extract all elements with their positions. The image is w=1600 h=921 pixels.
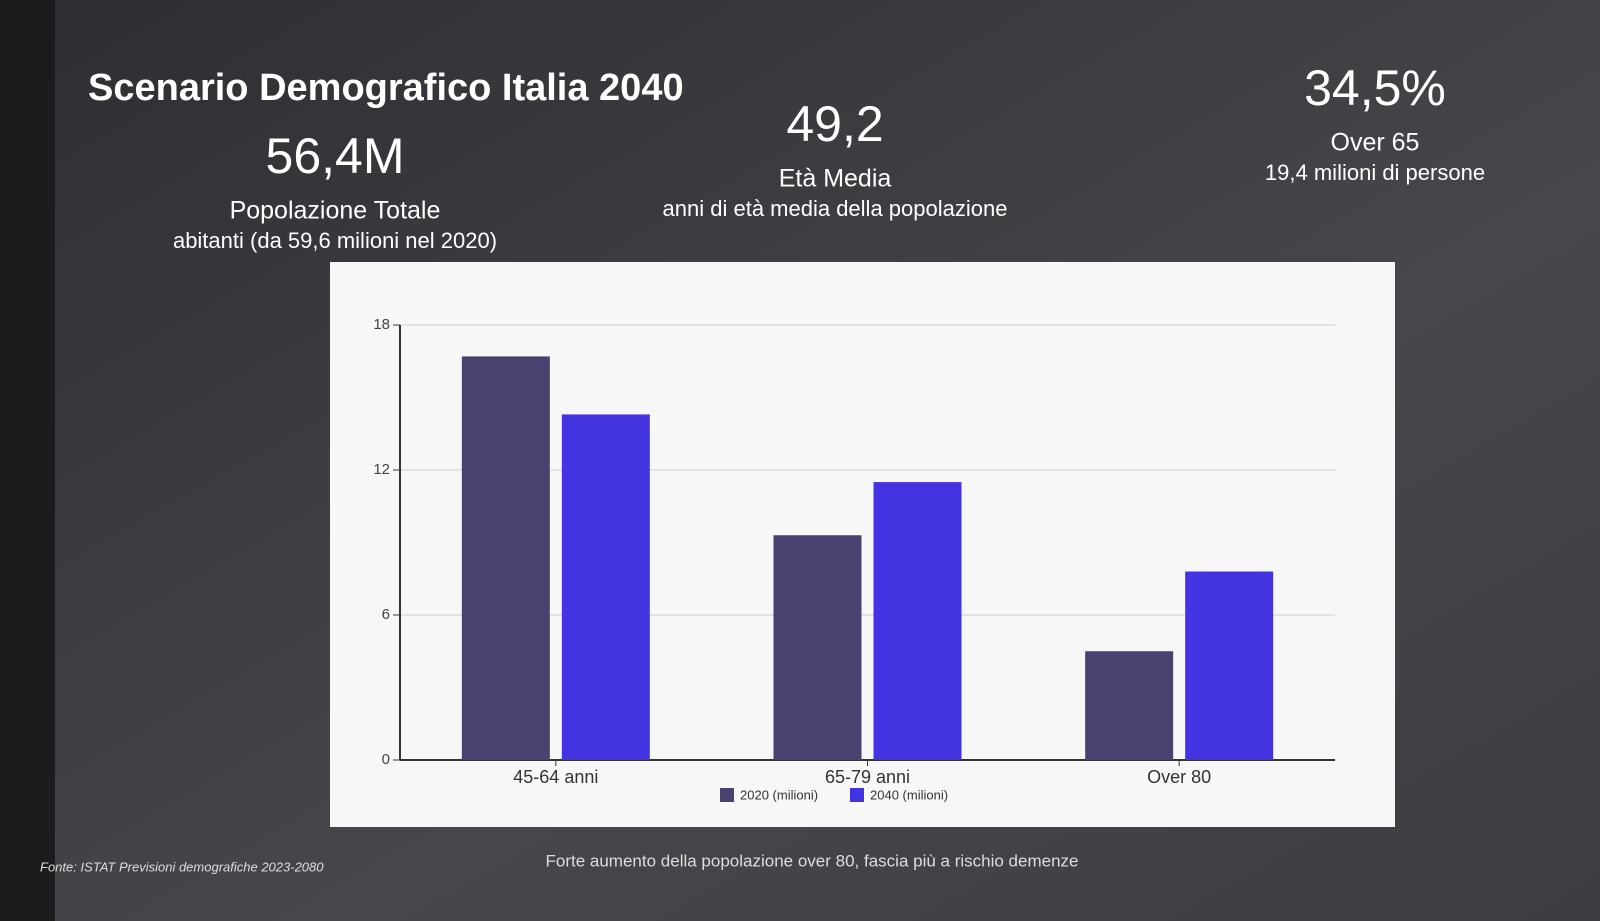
stat-label: Over 65 xyxy=(1331,129,1420,157)
y-tick-label: 12 xyxy=(373,461,390,478)
legend-label: 2020 (milioni) xyxy=(740,787,818,802)
stat-value: 56,4M xyxy=(266,128,405,184)
stat-sublabel: abitanti (da 59,6 milioni nel 2020) xyxy=(173,228,497,253)
bar xyxy=(561,414,650,760)
bar xyxy=(1185,571,1274,760)
x-tick-label: 45-64 anni xyxy=(513,767,598,787)
legend-label: 2040 (milioni) xyxy=(870,787,948,802)
x-tick-label: Over 80 xyxy=(1147,767,1211,787)
stat-sublabel: 19,4 milioni di persone xyxy=(1265,160,1485,185)
bar xyxy=(1085,651,1174,760)
stat-value: 34,5% xyxy=(1304,60,1446,116)
legend-swatch xyxy=(850,788,864,802)
screen-edge xyxy=(0,0,55,921)
bar xyxy=(873,482,962,760)
stat-label: Popolazione Totale xyxy=(230,197,441,225)
x-tick-label: 65-79 anni xyxy=(825,767,910,787)
stat-label: Età Media xyxy=(779,165,892,193)
y-tick-label: 0 xyxy=(382,751,390,768)
stats: 56,4M Popolazione Totale abitanti (da 59,6… xyxy=(173,60,1485,253)
y-tick-label: 18 xyxy=(373,316,390,333)
legend-swatch xyxy=(720,788,734,802)
chart: 0 6 12 18 45-64 anni 65-79 anni Over 80 2020 (m… xyxy=(373,316,1335,802)
stat-sublabel: anni di età media della popolazione xyxy=(663,196,1008,221)
stat-value: 49,2 xyxy=(786,96,883,152)
source: Fonte: ISTAT Previsioni demografiche 202… xyxy=(40,859,324,874)
slide-title: Scenario Demografico Italia 2040 xyxy=(88,67,684,109)
y-tick-label: 6 xyxy=(382,606,390,623)
bar xyxy=(461,356,550,760)
bar xyxy=(773,535,862,760)
footnote: Forte aumento della popolazione over 80,… xyxy=(546,851,1079,870)
